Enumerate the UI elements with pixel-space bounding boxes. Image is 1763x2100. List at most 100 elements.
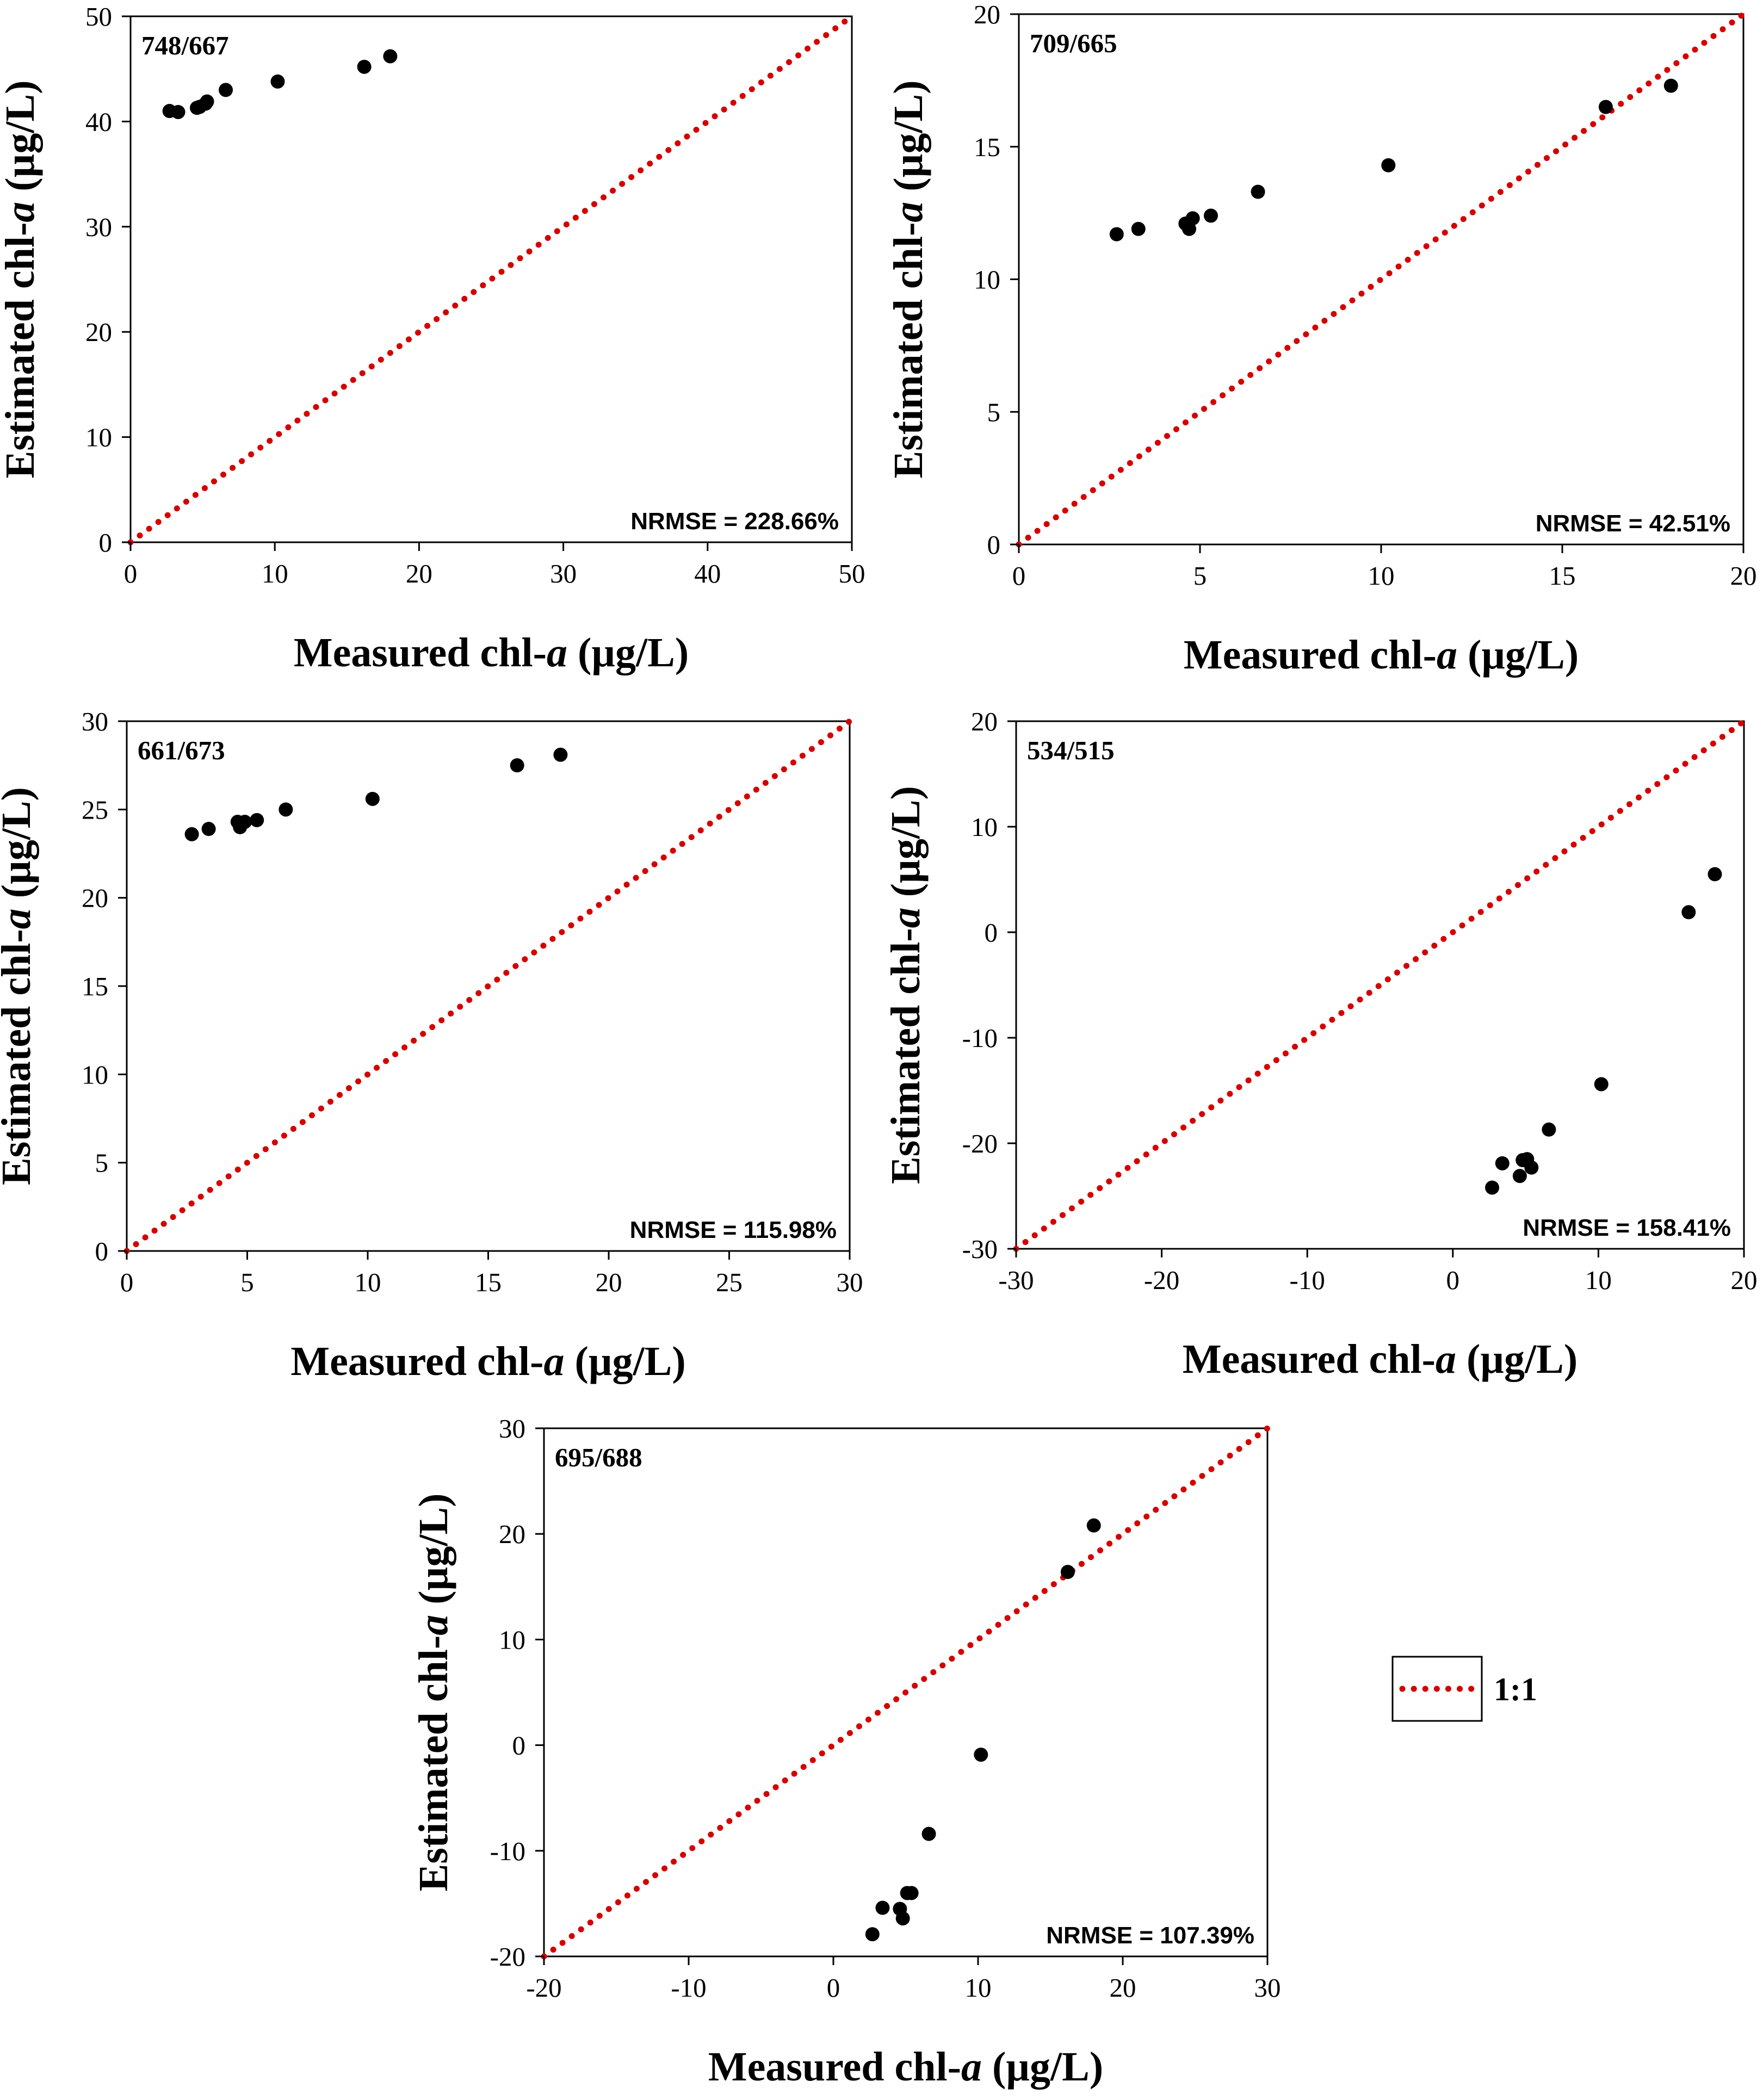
x-tick-label: 20 (406, 559, 432, 589)
y-tick-label: 25 (82, 795, 108, 825)
y-tick-label: 40 (85, 107, 112, 137)
x-tick-label: -10 (671, 1973, 706, 2003)
data-point (1182, 221, 1197, 236)
y-tick-label: 20 (974, 0, 1000, 29)
y-tick-label: 20 (971, 707, 998, 736)
data-point (974, 1748, 988, 1762)
data-point (365, 791, 380, 806)
x-tick-label: 15 (475, 1267, 502, 1297)
legend-label: 1:1 (1494, 1671, 1537, 1707)
y-tick-label: 50 (85, 2, 112, 32)
plot-frame (543, 1427, 1269, 1957)
y-tick-label: 15 (974, 132, 1000, 162)
data-point (1086, 1518, 1101, 1533)
y-tick-label: 10 (82, 1060, 108, 1089)
y-tick-label: -10 (490, 1836, 525, 1866)
data-point (1512, 1169, 1527, 1184)
data-point (219, 83, 233, 97)
panel-label: 695/688 (555, 1442, 642, 1472)
y-tick-label: 0 (95, 1236, 109, 1266)
y-axis-title: Estimated chl-a (µg/L) (411, 1494, 456, 1892)
data-point (1524, 1160, 1539, 1175)
data-point (184, 827, 199, 841)
x-tick-label: -30 (998, 1265, 1034, 1295)
one-to-one-line (127, 13, 855, 546)
x-tick-label: 5 (1193, 561, 1207, 591)
data-point (510, 758, 524, 773)
y-tick-label: 10 (971, 812, 998, 842)
legend-box (1391, 1656, 1483, 1722)
x-tick-label: 0 (827, 1973, 840, 2003)
x-tick-label: 0 (1446, 1265, 1460, 1295)
data-point (238, 815, 252, 829)
x-axis-title: Measured chl-a (µg/L) (294, 630, 689, 676)
y-tick-label: 5 (95, 1148, 109, 1178)
data-point (921, 1826, 936, 1841)
plot-frame (1015, 720, 1745, 1250)
panel-label: 709/665 (1030, 28, 1117, 58)
x-tick-label: 20 (1110, 1973, 1136, 2003)
y-tick-label: 30 (85, 212, 112, 242)
x-tick-label: 30 (550, 559, 577, 589)
y-tick-label: 0 (985, 918, 998, 947)
x-tick-label: 0 (124, 559, 138, 589)
y-axis-title: Estimated chl-a (µg/L) (886, 80, 931, 479)
y-axis-title: Estimated chl-a (µg/L) (883, 786, 929, 1184)
y-tick-label: 30 (82, 707, 108, 736)
data-point (201, 822, 216, 837)
x-tick-label: 30 (1254, 1973, 1281, 2003)
x-tick-label: 40 (694, 559, 721, 589)
data-point (357, 59, 372, 74)
data-point (279, 802, 293, 817)
data-point (865, 1927, 880, 1942)
data-point (875, 1900, 890, 1915)
data-point (1495, 1156, 1510, 1170)
panel-1: 0 10 20 30 40 50 0 10 20 30 40 50 Measured chl-a (µg… (0, 2, 865, 676)
x-tick-label: 10 (1368, 561, 1395, 591)
nrmse-label: NRMSE = 107.39% (1046, 1922, 1254, 1949)
y-tick-label: 20 (82, 883, 108, 913)
data-point (904, 1886, 919, 1900)
data-point (1251, 184, 1265, 199)
data-point (1681, 905, 1696, 920)
nrmse-label: NRMSE = 42.51% (1536, 510, 1730, 537)
y-tick-label: 10 (974, 265, 1000, 295)
nrmse-label: NRMSE = 228.66% (630, 508, 839, 535)
y-tick-label: 0 (99, 528, 113, 557)
x-axis-title: Measured chl-a (µg/L) (290, 1339, 685, 1384)
x-tick-label: 10 (262, 559, 288, 589)
x-tick-label: -20 (526, 1973, 561, 2003)
x-axis-title: Measured chl-a (µg/L) (1184, 632, 1579, 678)
data-point (895, 1911, 910, 1926)
data-point (171, 104, 185, 119)
data-point (1131, 221, 1146, 236)
x-tick-label: 20 (1730, 561, 1757, 591)
data-point (1109, 227, 1124, 241)
y-axis-title: Estimated chl-a (µg/L) (0, 787, 39, 1185)
y-tick-label: 10 (499, 1625, 525, 1655)
x-tick-label: 20 (596, 1267, 622, 1297)
y-tick-label: -20 (962, 1129, 998, 1159)
panel-label: 534/515 (1027, 735, 1115, 765)
y-tick-label: 20 (85, 317, 112, 347)
y-axis-title: Estimated chl-a (µg/L) (0, 80, 43, 479)
x-tick-label: 10 (1585, 1265, 1612, 1295)
one-to-one-line (1013, 718, 1747, 1252)
y-tick-label: 5 (987, 397, 1001, 427)
data-point (1663, 78, 1678, 93)
x-tick-label: 0 (1012, 561, 1026, 591)
data-point (1060, 1565, 1075, 1579)
x-tick-label: 20 (1731, 1265, 1758, 1295)
plot-frame (129, 15, 853, 543)
one-to-one-line (541, 1425, 1271, 1960)
y-tick-label: 10 (85, 423, 112, 453)
data-point (553, 747, 568, 762)
y-tick-label: 0 (987, 530, 1001, 560)
x-tick-label: 0 (120, 1267, 134, 1297)
x-tick-label: -10 (1290, 1265, 1325, 1295)
x-tick-label: 5 (240, 1267, 254, 1297)
x-tick-label: 10 (965, 1973, 992, 2003)
panel-label: 661/673 (138, 735, 225, 765)
data-point (1594, 1077, 1609, 1092)
